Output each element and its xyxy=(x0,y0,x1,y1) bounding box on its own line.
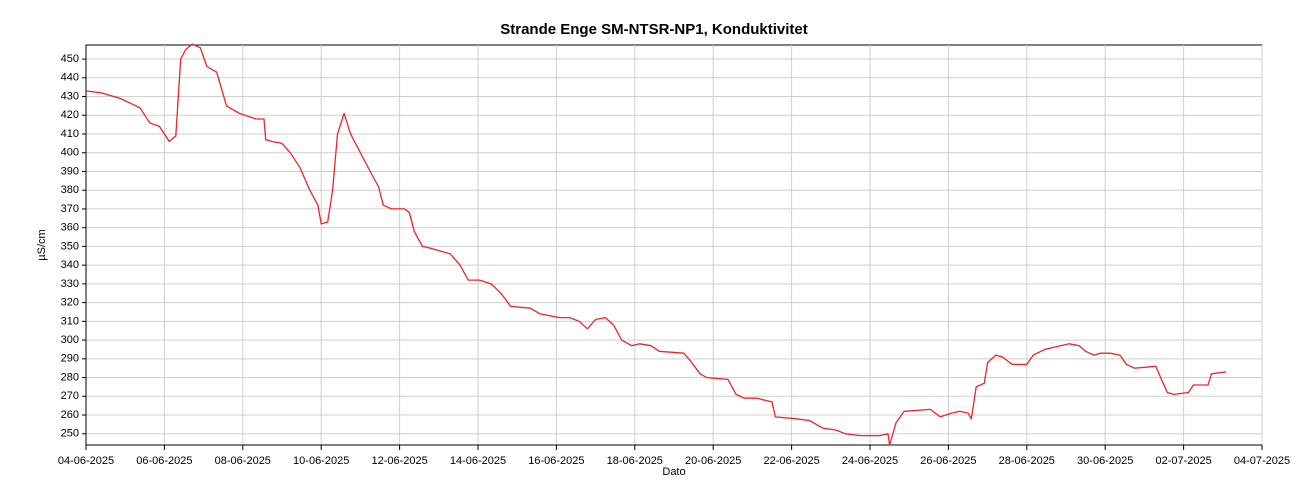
y-tick-label: 330 xyxy=(61,278,79,290)
y-tick-label: 370 xyxy=(61,203,79,215)
y-tick-label: 450 xyxy=(61,53,79,65)
y-tick-label: 260 xyxy=(61,409,79,421)
y-tick-label: 340 xyxy=(61,259,79,271)
x-tick-label: 28-06-2025 xyxy=(999,455,1055,467)
y-tick-label: 290 xyxy=(61,353,79,365)
x-tick-label: 10-06-2025 xyxy=(293,455,349,467)
x-tick-label: 04-07-2025 xyxy=(1234,455,1290,467)
y-tick-label: 420 xyxy=(61,109,79,121)
x-tick-label: 04-06-2025 xyxy=(58,455,114,467)
data-line xyxy=(85,43,1227,446)
x-tick-label: 30-06-2025 xyxy=(1077,455,1133,467)
y-tick-label: 310 xyxy=(61,315,79,327)
y-tick-label: 280 xyxy=(61,371,79,383)
x-tick-label: 08-06-2025 xyxy=(215,455,271,467)
y-axis-label: µS/cm xyxy=(36,229,48,260)
x-tick-label: 22-06-2025 xyxy=(763,455,819,467)
x-tick-label: 02-07-2025 xyxy=(1155,455,1211,467)
y-tick-label: 390 xyxy=(61,165,79,177)
x-tick-label: 16-06-2025 xyxy=(528,455,584,467)
y-tick-label: 320 xyxy=(61,297,79,309)
x-tick-label: 14-06-2025 xyxy=(450,455,506,467)
y-tick-label: 430 xyxy=(61,90,79,102)
y-tick-label: 250 xyxy=(61,428,79,440)
chart-title: Strande Enge SM-NTSR-NP1, Konduktivitet xyxy=(500,21,808,38)
x-tick-label: 24-06-2025 xyxy=(842,455,898,467)
y-tick-label: 300 xyxy=(61,334,79,346)
y-tick-label: 270 xyxy=(61,390,79,402)
plot-area xyxy=(85,44,1263,446)
x-tick-label: 12-06-2025 xyxy=(371,455,427,467)
x-tick-label: 26-06-2025 xyxy=(920,455,976,467)
y-tick-label: 380 xyxy=(61,184,79,196)
y-tick-label: 360 xyxy=(61,222,79,234)
y-tick-label: 440 xyxy=(61,72,79,84)
x-tick-label: 20-06-2025 xyxy=(685,455,741,467)
x-tick-label: 18-06-2025 xyxy=(607,455,663,467)
y-tick-label: 350 xyxy=(61,240,79,252)
y-tick-label: 410 xyxy=(61,128,79,140)
y-tick-label: 400 xyxy=(61,147,79,159)
x-tick-label: 06-06-2025 xyxy=(136,455,192,467)
x-axis-label: Dato xyxy=(662,466,685,478)
